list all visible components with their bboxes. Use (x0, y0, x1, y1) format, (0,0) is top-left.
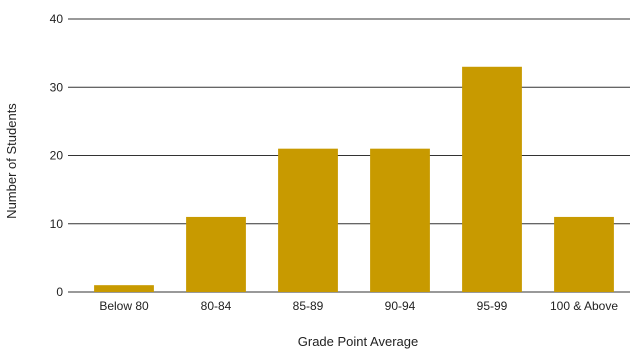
bar-3 (370, 148, 430, 292)
gridlines (68, 18, 630, 293)
bar-0 (94, 285, 154, 292)
x-tick-label-4: 95-99 (477, 299, 508, 313)
y-tick-label-3: 30 (50, 80, 64, 94)
x-tick-label-0: Below 80 (99, 299, 149, 313)
bar-4 (462, 66, 522, 293)
bar-1 (186, 216, 246, 292)
y-tick-label-0: 0 (56, 285, 63, 299)
y-tick-label-2: 20 (50, 149, 64, 163)
x-tick-label-2: 85-89 (293, 299, 324, 313)
bar-2 (278, 148, 338, 292)
y-axis-title: Number of Students (4, 103, 19, 219)
x-tick-label-3: 90-94 (385, 299, 416, 313)
y-tick-label-1: 10 (50, 217, 64, 231)
y-tick-label-4: 40 (50, 12, 64, 26)
x-tick-label-5: 100 & Above (550, 299, 618, 313)
bar-5 (554, 216, 614, 292)
bars (94, 66, 614, 293)
y-tick-labels: 0 10 20 30 40 (50, 12, 64, 299)
x-tick-label-1: 80-84 (201, 299, 232, 313)
x-tick-labels: Below 80 80-84 85-89 90-94 95-99 100 & Above (99, 299, 618, 313)
x-axis-title: Grade Point Average (298, 334, 418, 349)
